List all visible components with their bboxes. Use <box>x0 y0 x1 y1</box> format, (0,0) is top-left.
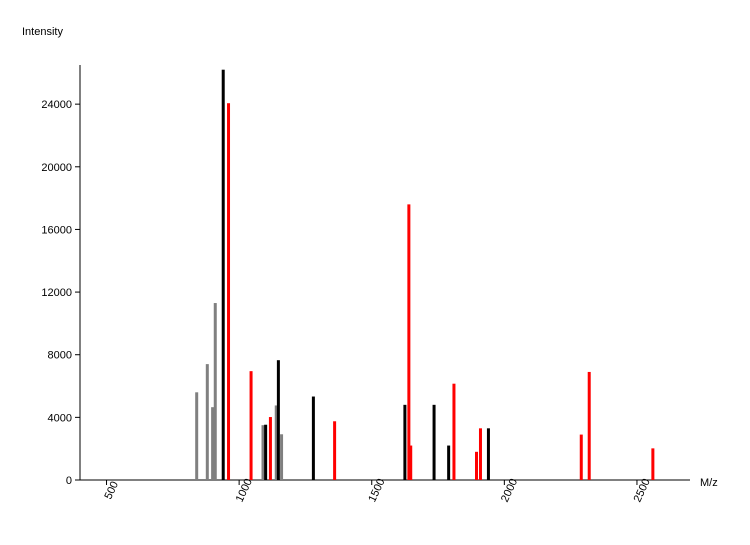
y-axis-title: Intensity <box>22 26 63 38</box>
x-tick-label: 1000 <box>234 477 255 504</box>
y-tick-label: 12000 <box>41 287 72 299</box>
spectrum-bar <box>262 425 265 480</box>
spectrum-bar <box>250 371 253 480</box>
spectrum-bar <box>195 392 198 480</box>
spectrum-bar <box>211 407 214 480</box>
y-tick-label: 4000 <box>48 412 72 424</box>
chart-container: 0 4000 8000 12000 16000 20000 24000 500 1000 1500… <box>0 0 750 540</box>
spectrum-bar <box>452 384 455 480</box>
spectrum-bar <box>277 360 280 480</box>
spectrum-bar <box>409 446 412 480</box>
spectrum-bar <box>264 425 267 480</box>
y-tick-label: 8000 <box>48 350 72 362</box>
y-tick-label: 16000 <box>41 224 72 236</box>
x-tick-label: 2500 <box>632 477 653 504</box>
spectrum-bar <box>222 70 225 480</box>
x-axis-title: M/z <box>700 477 718 489</box>
spectrum-bar <box>206 364 209 480</box>
spectrum-bar <box>403 405 406 480</box>
spectrum-bar <box>651 448 654 480</box>
spectrum-bar <box>269 417 272 480</box>
spectrum-bar <box>214 303 217 480</box>
x-tick-label: 500 <box>102 480 121 502</box>
spectrum-bar <box>333 421 336 480</box>
spectrum-bar <box>580 435 583 480</box>
y-tick-label: 20000 <box>41 162 72 174</box>
spectrum-bar <box>479 428 482 480</box>
spectrum-bar <box>407 204 410 480</box>
x-tick-label: 2000 <box>499 477 520 504</box>
spectrum-bar <box>227 103 230 480</box>
spectrum-bar <box>280 434 283 480</box>
spectrum-bar <box>447 446 450 480</box>
spectrum-bar <box>588 372 591 480</box>
spectrum-bar <box>312 397 315 480</box>
spectrum-bar <box>475 452 478 480</box>
mass-spectrum-chart: 0 4000 8000 12000 16000 20000 24000 500 1000 1500… <box>0 0 750 540</box>
spectrum-bar <box>487 428 490 480</box>
y-tick-label: 0 <box>66 475 72 487</box>
spectrum-bar <box>433 405 436 480</box>
y-tick-label: 24000 <box>41 99 72 111</box>
x-tick-label: 1500 <box>366 477 387 504</box>
